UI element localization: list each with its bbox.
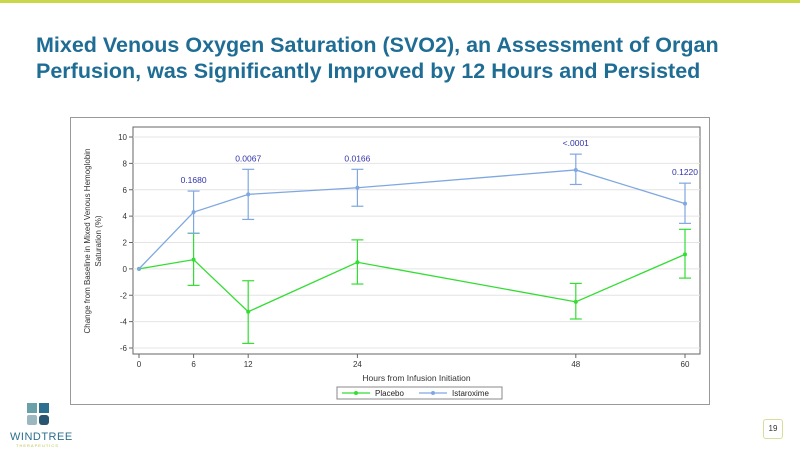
y-tick-label: 2	[123, 239, 128, 248]
data-point	[246, 192, 251, 197]
data-point	[573, 167, 578, 172]
y-tick-label: 8	[123, 159, 128, 168]
data-point	[573, 299, 578, 304]
windtree-logo: WINDTREE THERAPEUTICS	[10, 402, 73, 448]
data-point	[683, 252, 687, 257]
chart-frame	[70, 117, 710, 405]
y-tick-label: -6	[120, 344, 128, 353]
x-axis-label: Hours from Infusion Initiation	[362, 373, 470, 383]
x-tick-label: 12	[244, 360, 253, 369]
p-value-label: 0.1680	[181, 175, 207, 185]
data-point	[191, 257, 196, 262]
legend-marker	[431, 391, 435, 395]
logo-name: WINDTREE	[10, 431, 73, 443]
slide-title: Mixed Venous Oxygen Saturation (SVO2), a…	[36, 33, 719, 83]
y-tick-label: -2	[120, 291, 128, 300]
legend-label: Placebo	[375, 389, 404, 398]
p-value-label: 0.0067	[235, 153, 261, 163]
tree-logo-icon	[26, 403, 49, 425]
legend-label: Istaroxime	[452, 389, 489, 398]
y-tick-label: -4	[120, 318, 128, 327]
y-tick-label: 10	[118, 133, 127, 142]
series-line-placebo	[138, 253, 686, 313]
series-line-istaroxime	[138, 169, 686, 270]
x-tick-label: 24	[353, 360, 362, 369]
logo-subtitle: THERAPEUTICS	[16, 443, 59, 448]
data-point	[355, 260, 360, 265]
accent-line	[0, 0, 800, 3]
p-value-label: 0.0166	[344, 153, 370, 163]
p-value-label: 0.1220	[672, 167, 698, 177]
x-tick-label: 0	[137, 360, 142, 369]
data-point	[191, 210, 196, 215]
y-tick-label: 6	[123, 186, 128, 195]
y-tick-label: 0	[123, 265, 128, 274]
data-point	[683, 201, 687, 206]
x-tick-label: 60	[681, 360, 690, 369]
data-point	[246, 309, 251, 314]
y-tick-label: 4	[123, 212, 128, 221]
data-point	[137, 266, 141, 271]
data-point	[355, 185, 360, 190]
plot-area	[132, 126, 701, 355]
y-axis-label: Change from Baseline in Mixed Venous Hem…	[83, 149, 103, 334]
p-value-label: <.0001	[563, 138, 590, 148]
x-tick-label: 48	[571, 360, 580, 369]
x-tick-label: 6	[191, 360, 196, 369]
legend-marker	[354, 391, 358, 395]
page-number: 19	[763, 419, 783, 439]
